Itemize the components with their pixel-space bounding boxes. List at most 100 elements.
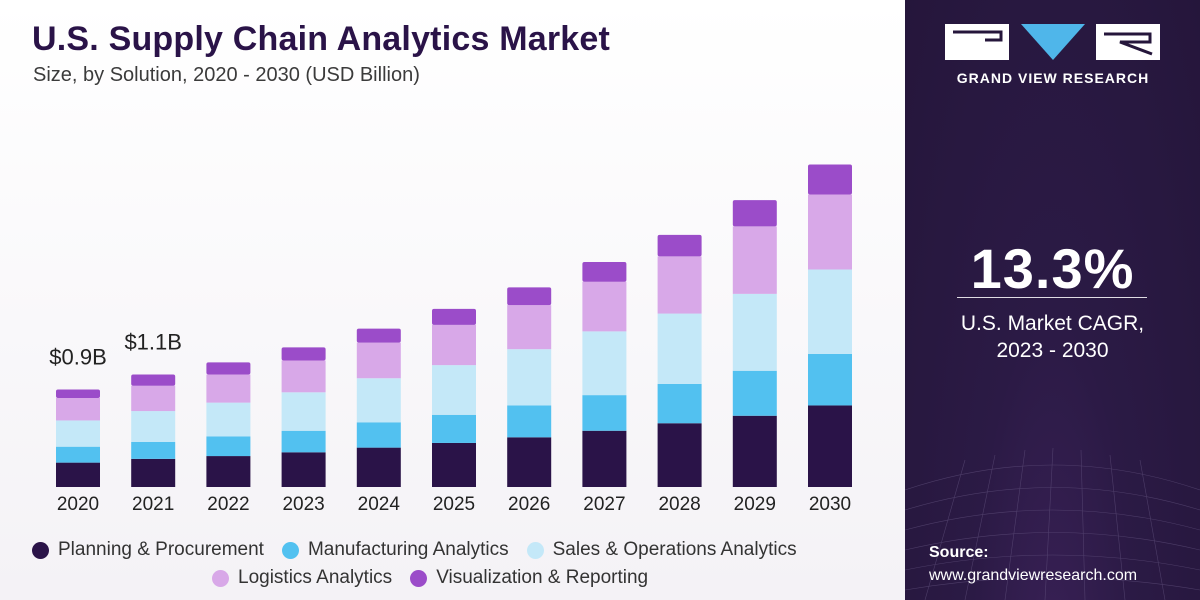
chart-title: U.S. Supply Chain Analytics Market — [32, 20, 611, 58]
bar-segment — [281, 392, 326, 431]
legend-item: Logistics Analytics — [212, 567, 392, 589]
x-tick-label: 2030 — [809, 494, 851, 515]
bar-segment — [432, 365, 476, 415]
x-tick-label: 2021 — [132, 494, 174, 515]
bar-segment — [507, 305, 552, 350]
legend-swatch — [212, 569, 229, 587]
chart-subtitle: Size, by Solution, 2020 - 2030 (USD Bill… — [33, 64, 420, 86]
bar-segment — [732, 226, 777, 294]
source-link[interactable]: www.grandviewresearch.com — [929, 567, 1138, 584]
bar-segment — [432, 442, 476, 487]
bar-segment — [808, 269, 852, 354]
cagr-label: U.S. Market CAGR, 2023 - 2030 — [905, 310, 1200, 364]
bar-segment — [131, 458, 176, 487]
bar-segment — [56, 446, 100, 463]
legend-label: Manufacturing Analytics — [307, 539, 509, 560]
stacked-bar-chart: 2020 $0.9B 2021 $1.1B 2022 2023 2024 2025 2026 20… — [49, 164, 852, 515]
bar-segment — [582, 262, 627, 282]
legend-item: Sales & Operations Analytics — [526, 539, 797, 561]
chart-legend: Planning & Procurement Manufacturing Anal… — [32, 536, 902, 592]
x-tick-label: 2023 — [282, 494, 324, 515]
bar-segment — [657, 234, 702, 257]
bar-segment — [657, 383, 702, 424]
bar-segment — [56, 397, 100, 421]
bar-segment — [56, 420, 100, 447]
bar-segment — [507, 287, 552, 306]
bar-segment — [507, 405, 552, 438]
legend-swatch — [281, 541, 299, 559]
bar-segment — [356, 342, 401, 379]
x-tick-label: 2022 — [207, 494, 249, 515]
data-label: $0.9B — [49, 345, 107, 370]
bar-segment — [131, 385, 176, 412]
bar-segment — [507, 437, 552, 487]
bar-segment — [582, 395, 627, 431]
bar-segment — [732, 200, 777, 227]
gvr-logo — [945, 24, 1160, 60]
x-tick-label: 2026 — [508, 494, 550, 515]
legend-label: Logistics Analytics — [238, 567, 393, 588]
legend-row: Planning & Procurement Manufacturing Anal… — [32, 536, 902, 564]
bar-segment — [56, 389, 100, 398]
legend-label: Planning & Procurement — [58, 539, 264, 560]
bar-segment — [281, 452, 326, 487]
bar-segment — [582, 430, 627, 487]
bar-segment — [432, 324, 476, 366]
brand-panel: GRAND VIEW RESEARCH 13.3% U.S. Market CA… — [905, 0, 1200, 600]
cagr-label-line2: 2023 - 2030 — [996, 339, 1109, 362]
wireframe-grid-decoration — [905, 447, 1200, 600]
x-tick-label: 2025 — [433, 494, 475, 515]
legend-item: Visualization & Reporting — [410, 567, 648, 589]
source-label: Source: — [929, 544, 989, 561]
bar-segment — [507, 349, 552, 406]
bar-segment — [808, 164, 852, 195]
bar-segment — [206, 456, 251, 487]
bar-segment — [657, 423, 702, 487]
bar-segment — [206, 362, 251, 375]
legend-swatch — [410, 569, 428, 587]
bar-segment — [732, 293, 777, 371]
bar-segment — [432, 414, 476, 443]
legend-item: Manufacturing Analytics — [281, 539, 509, 561]
legend-item: Planning & Procurement — [32, 539, 264, 561]
bar-segment — [657, 256, 702, 314]
brand-name: GRAND VIEW RESEARCH — [956, 70, 1150, 86]
x-tick-label: 2024 — [358, 494, 401, 515]
bar-segment — [582, 331, 627, 396]
bar-segment — [281, 430, 326, 453]
bar-segment — [131, 442, 176, 459]
bar-segment — [56, 462, 100, 487]
divider — [957, 297, 1147, 298]
bar-segment — [582, 281, 627, 332]
bar-segment — [732, 415, 777, 487]
x-tick-label: 2028 — [658, 494, 700, 515]
legend-label: Visualization & Reporting — [436, 567, 649, 588]
legend-row: Logistics Analytics Visualization & Repor… — [32, 564, 902, 592]
cagr-label-line1: U.S. Market CAGR, — [960, 312, 1145, 335]
bar-segment — [206, 436, 251, 457]
legend-swatch — [526, 541, 544, 559]
bar-segment — [131, 411, 176, 442]
bar-segment — [356, 328, 401, 343]
bar-segment — [131, 374, 176, 386]
bar-segment — [657, 313, 702, 384]
bar-segment — [432, 308, 476, 325]
bar-segment — [206, 402, 251, 437]
bar-segment — [356, 422, 401, 448]
bar-segment — [808, 194, 852, 270]
bar-segment — [808, 405, 852, 487]
data-label: $1.1B — [124, 330, 182, 355]
x-tick-label: 2020 — [57, 494, 99, 515]
x-tick-label: 2029 — [734, 494, 776, 515]
legend-label: Sales & Operations Analytics — [552, 539, 797, 560]
bar-segment — [281, 347, 326, 361]
cagr-value: 13.3% — [970, 237, 1135, 300]
bar-segment — [732, 370, 777, 416]
legend-swatch — [32, 541, 49, 559]
bar-segment — [808, 353, 852, 406]
chart-panel: U.S. Supply Chain Analytics Market Size,… — [0, 0, 905, 600]
x-tick-label: 2027 — [583, 494, 625, 515]
bar-segment — [356, 447, 401, 487]
bar-segment — [356, 378, 401, 423]
